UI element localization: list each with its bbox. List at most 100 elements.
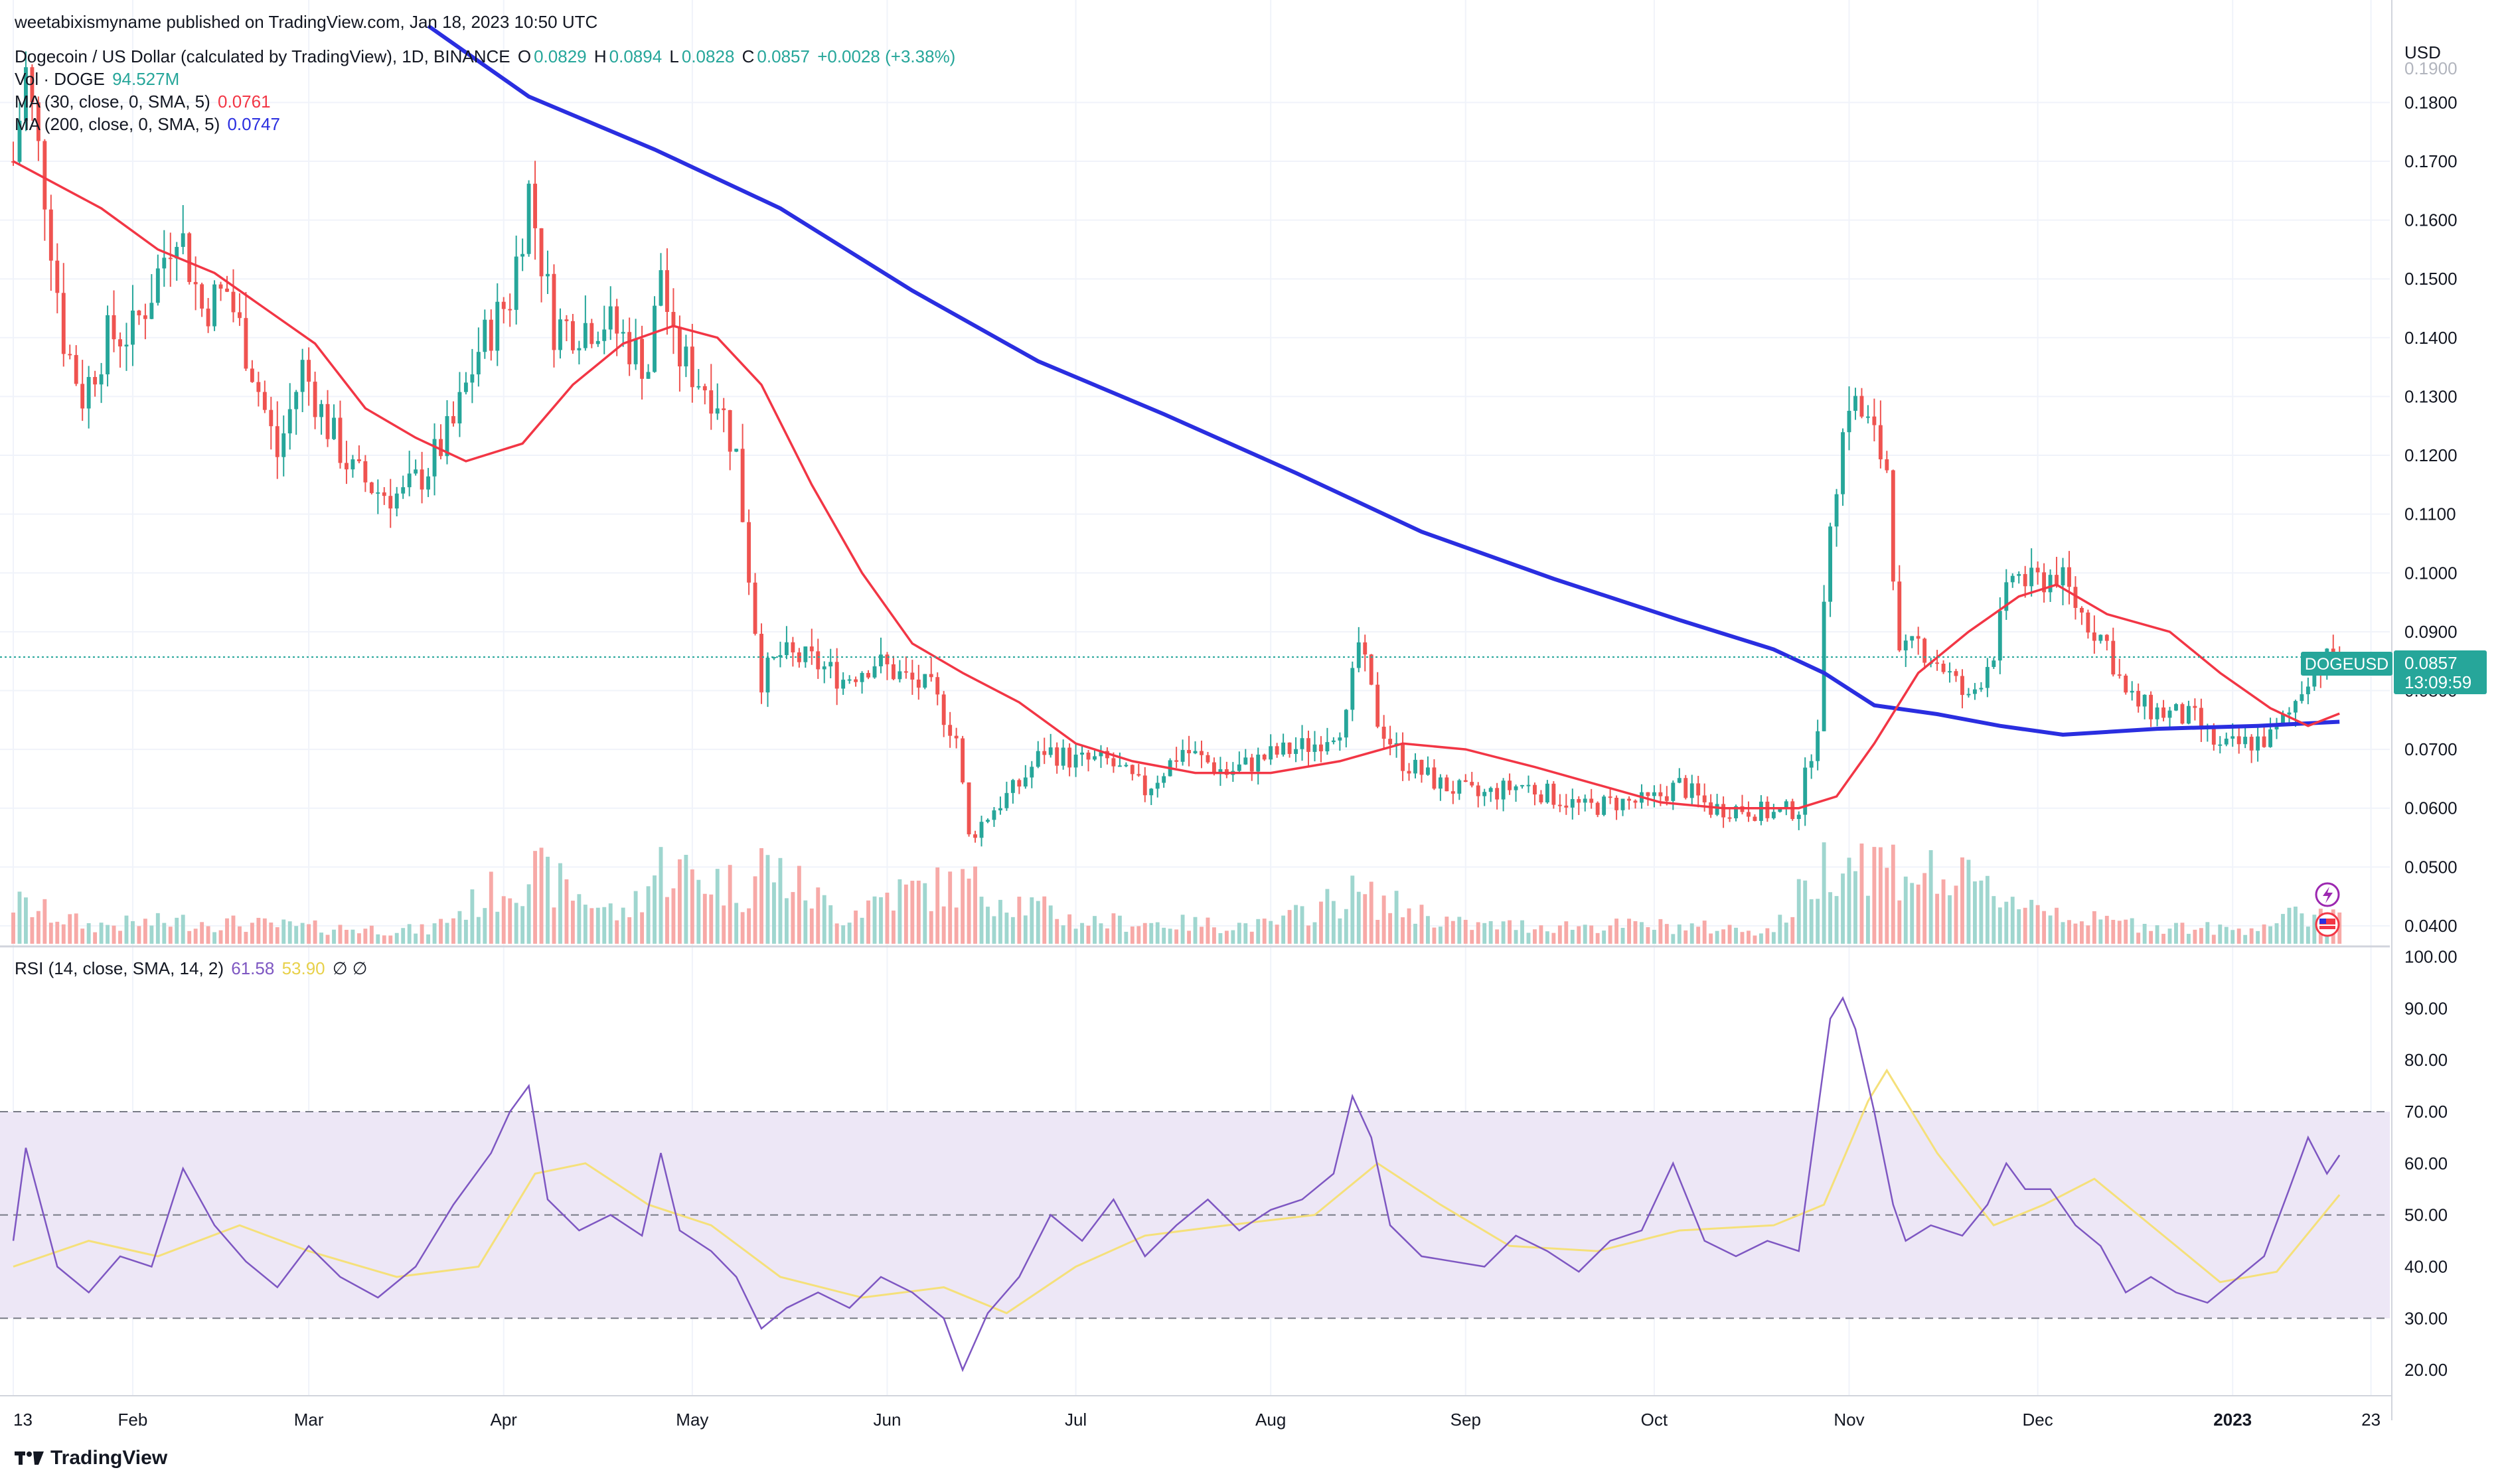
candle-body bbox=[2161, 707, 2165, 718]
volume-bar bbox=[68, 914, 72, 944]
alert-icon[interactable] bbox=[2315, 882, 2340, 907]
volume-bar bbox=[1325, 889, 1330, 944]
candle-body bbox=[1747, 812, 1751, 817]
volume-bar bbox=[2167, 928, 2172, 944]
volume-bar bbox=[2029, 899, 2034, 944]
volume-bar bbox=[457, 911, 462, 944]
candle-body bbox=[659, 270, 663, 306]
rsi-ma-line bbox=[13, 1068, 2341, 1315]
volume-bar bbox=[2281, 914, 2285, 944]
price-tag: DOGEUSD 0.0857 13:09:59 bbox=[2301, 650, 2487, 694]
volume-bar bbox=[106, 925, 110, 944]
published-header: weetabixismyname published on TradingVie… bbox=[15, 12, 598, 32]
volume-bar bbox=[1747, 930, 1751, 944]
volume-bar bbox=[1740, 932, 1745, 944]
volume-bar bbox=[80, 928, 85, 944]
rsi-value: 61.58 bbox=[231, 958, 275, 978]
volume-bar bbox=[48, 923, 53, 944]
candle-body bbox=[552, 273, 556, 350]
candle-body bbox=[910, 672, 915, 680]
volume-bar bbox=[338, 925, 343, 944]
time-axis[interactable]: 13 Feb Mar Apr May Jun Jul Aug Sep Oct Nov Dec 2023 2… bbox=[13, 1410, 2381, 1430]
candle-body bbox=[2294, 701, 2298, 713]
candle-body bbox=[281, 433, 286, 457]
volume-bar bbox=[2104, 915, 2109, 944]
volume-bar bbox=[2256, 930, 2260, 944]
candle-body bbox=[2174, 704, 2178, 711]
volume-bar bbox=[696, 879, 701, 944]
close-value: 0.0857 bbox=[757, 46, 810, 66]
candle-body bbox=[457, 392, 462, 423]
rsi-legend[interactable]: RSI (14, close, SMA, 14, 2) 61.58 53.90 … bbox=[15, 958, 370, 979]
volume-bar bbox=[363, 928, 368, 944]
candle-body bbox=[1149, 788, 1154, 796]
volume-bar bbox=[2155, 925, 2159, 944]
volume-bar bbox=[187, 930, 192, 944]
symbol-legend[interactable]: Dogecoin / US Dollar (calculated by Trad… bbox=[15, 46, 958, 67]
candle-body bbox=[1885, 459, 1889, 471]
volume-bar bbox=[407, 924, 412, 944]
volume-bar bbox=[2035, 905, 2040, 944]
candle-body bbox=[106, 315, 110, 375]
volume-bar bbox=[923, 883, 927, 944]
volume-legend[interactable]: Vol · DOGE 94.527M bbox=[15, 69, 182, 90]
volume-bar bbox=[1432, 927, 1437, 944]
volume-bar bbox=[2142, 924, 2147, 944]
volume-bar bbox=[577, 894, 582, 944]
volume-bar bbox=[1218, 932, 1223, 944]
candle-body bbox=[608, 306, 613, 330]
candle-body bbox=[1683, 778, 1688, 798]
volume-bar bbox=[2224, 927, 2229, 944]
volume-bar bbox=[1407, 908, 1411, 944]
candle-body bbox=[1627, 798, 1631, 801]
candle-body bbox=[2029, 567, 2034, 587]
candle-body bbox=[1432, 767, 1437, 789]
candle-body bbox=[1350, 668, 1355, 710]
candle-body bbox=[1482, 792, 1487, 796]
rsi-axis-tick: 50.00 bbox=[2404, 1205, 2448, 1225]
volume-bar bbox=[2017, 909, 2021, 944]
rsi-axis[interactable]: 100.00 90.00 80.00 70.00 60.00 50.00 40.00 30.0… bbox=[2404, 947, 2458, 1380]
volume-bar bbox=[2010, 897, 2015, 944]
volume-bar bbox=[200, 922, 204, 944]
candle-body bbox=[822, 666, 826, 670]
price-axis[interactable]: 0.1800 0.1700 0.1600 0.1500 0.1400 0.1300 0.12… bbox=[2404, 92, 2458, 936]
volume-bar bbox=[1891, 844, 1895, 944]
volume-bar bbox=[319, 932, 324, 944]
candle-body bbox=[124, 344, 129, 347]
ma200-legend[interactable]: MA (200, close, 0, SMA, 5) 0.0747 bbox=[15, 114, 283, 135]
candle-body bbox=[684, 346, 688, 367]
volume-bar bbox=[149, 925, 154, 944]
candle-body bbox=[1300, 738, 1304, 749]
candle-body bbox=[1834, 494, 1839, 527]
volume-bar bbox=[740, 912, 745, 944]
volume-bar bbox=[765, 855, 770, 944]
ma30-legend[interactable]: MA (30, close, 0, SMA, 5) 0.0761 bbox=[15, 92, 274, 112]
rsi-axis-tick: 100.00 bbox=[2404, 947, 2458, 967]
volume-bar bbox=[2067, 920, 2071, 944]
candle-body bbox=[803, 646, 808, 662]
volume-bar bbox=[1778, 915, 1782, 944]
candle-body bbox=[1294, 749, 1298, 755]
volume-bar bbox=[1463, 919, 1468, 944]
candle-body bbox=[546, 273, 550, 277]
volume-bar bbox=[1935, 893, 1940, 944]
volume-bar bbox=[1042, 896, 1047, 944]
volume-bar bbox=[1394, 891, 1399, 944]
volume-bar bbox=[954, 907, 959, 944]
volume-bar bbox=[225, 918, 229, 944]
candle-body bbox=[2092, 632, 2096, 641]
candle-body bbox=[193, 281, 198, 285]
volume-bar bbox=[1105, 928, 1109, 944]
candle-body bbox=[294, 392, 299, 409]
flag-icon[interactable] bbox=[2315, 912, 2340, 937]
volume-bar bbox=[854, 910, 858, 944]
tradingview-brand[interactable]: TradingView bbox=[15, 1447, 167, 1469]
candle-body bbox=[1344, 709, 1348, 738]
volume-bar bbox=[250, 923, 254, 944]
volume-bar bbox=[1243, 923, 1248, 944]
candle-body bbox=[200, 284, 204, 309]
candle-body bbox=[250, 368, 254, 382]
volume-bar bbox=[93, 932, 98, 944]
